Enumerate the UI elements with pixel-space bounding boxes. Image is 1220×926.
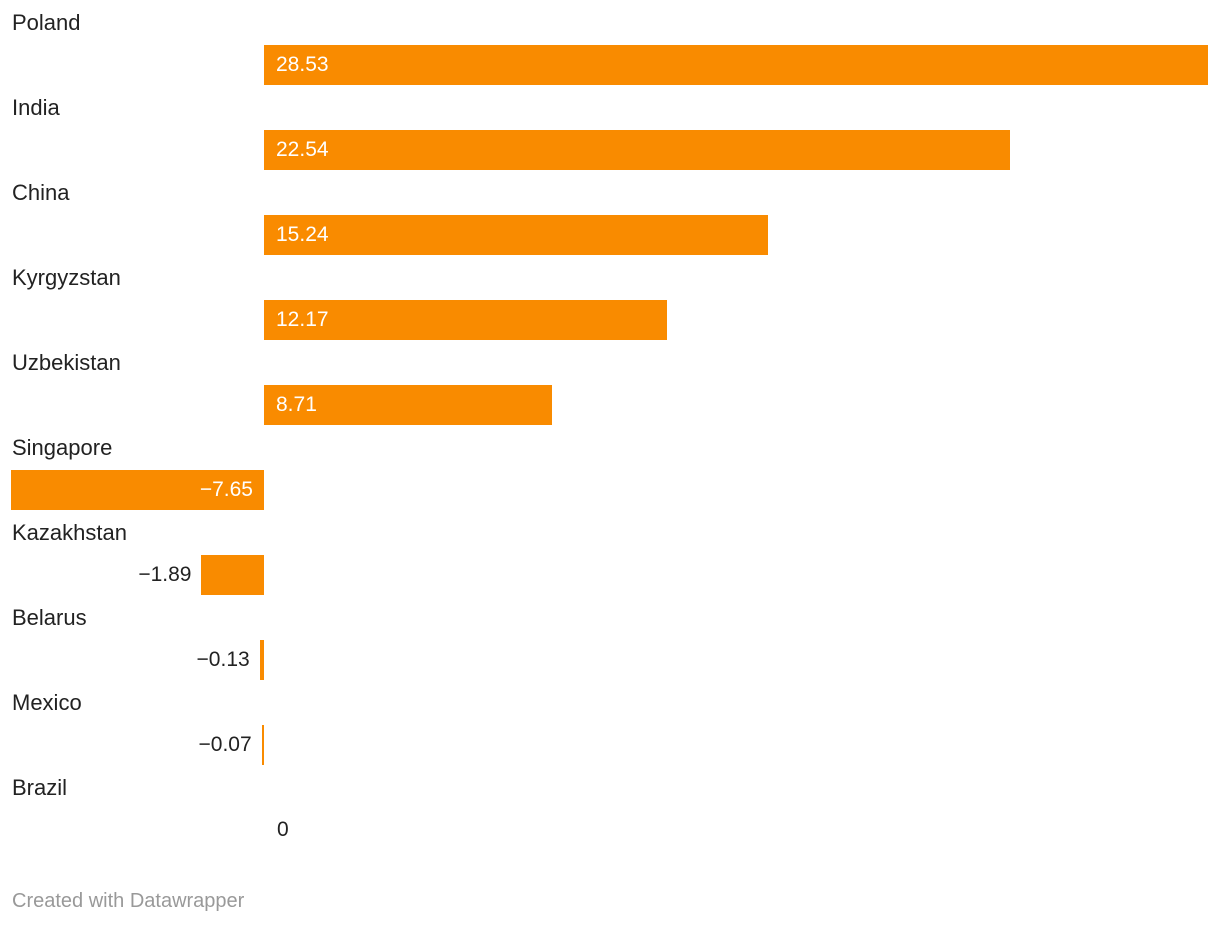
bar-area: −1.89 [0, 555, 1220, 595]
bar-area: −0.13 [0, 640, 1220, 680]
bar [264, 385, 552, 425]
category-label: Kazakhstan [12, 520, 127, 545]
chart-row: Mexico −0.07 [0, 680, 1220, 765]
bar-area: −0.07 [0, 725, 1220, 765]
bar-area: −7.65 [0, 470, 1220, 510]
bar [261, 725, 264, 765]
category-label: Poland [12, 10, 81, 35]
category-label: Singapore [12, 435, 113, 460]
bar-area: 15.24 [0, 215, 1220, 255]
category-label: Belarus [12, 605, 87, 630]
bar [264, 215, 768, 255]
bar [201, 555, 265, 595]
value-label: −0.13 [196, 648, 250, 671]
chart-row: Uzbekistan 8.71 [0, 340, 1220, 425]
bar [264, 300, 667, 340]
value-label: 8.71 [276, 393, 317, 416]
chart-row: India 22.54 [0, 85, 1220, 170]
category-label: Kyrgyzstan [12, 265, 121, 290]
value-label: 15.24 [276, 223, 329, 246]
chart-rows: Poland 28.53 India 22.54 China 15.24 Kyrgyzsta… [0, 0, 1220, 850]
category-label: Brazil [12, 775, 68, 800]
bar-area: 22.54 [0, 130, 1220, 170]
value-label: 12.17 [276, 308, 329, 331]
value-label: −7.65 [199, 478, 253, 501]
chart-row: Kyrgyzstan 12.17 [0, 255, 1220, 340]
value-label: −0.07 [198, 733, 252, 756]
bar [264, 130, 1010, 170]
value-label: 0 [277, 818, 289, 841]
bar [259, 640, 264, 680]
datawrapper-credit-link[interactable]: Created with Datawrapper [12, 890, 245, 912]
bar-area: 28.53 [0, 45, 1220, 85]
chart-row: Belarus −0.13 [0, 595, 1220, 680]
chart-row: Singapore −7.65 [0, 425, 1220, 510]
value-label: 22.54 [276, 138, 329, 161]
chart-row: Poland 28.53 [0, 0, 1220, 85]
bar-area: 0 [0, 810, 1220, 850]
category-label: China [12, 180, 70, 205]
value-label: −1.89 [138, 563, 192, 586]
chart-row: Brazil 0 [0, 765, 1220, 850]
bar-area: 8.71 [0, 385, 1220, 425]
chart-row: China 15.24 [0, 170, 1220, 255]
category-label: Uzbekistan [12, 350, 121, 375]
value-label: 28.53 [276, 53, 329, 76]
category-label: Mexico [12, 690, 82, 715]
bar-area: 12.17 [0, 300, 1220, 340]
bar [10, 470, 264, 510]
category-label: India [12, 95, 60, 120]
chart-row: Kazakhstan −1.89 [0, 510, 1220, 595]
bar [264, 45, 1208, 85]
